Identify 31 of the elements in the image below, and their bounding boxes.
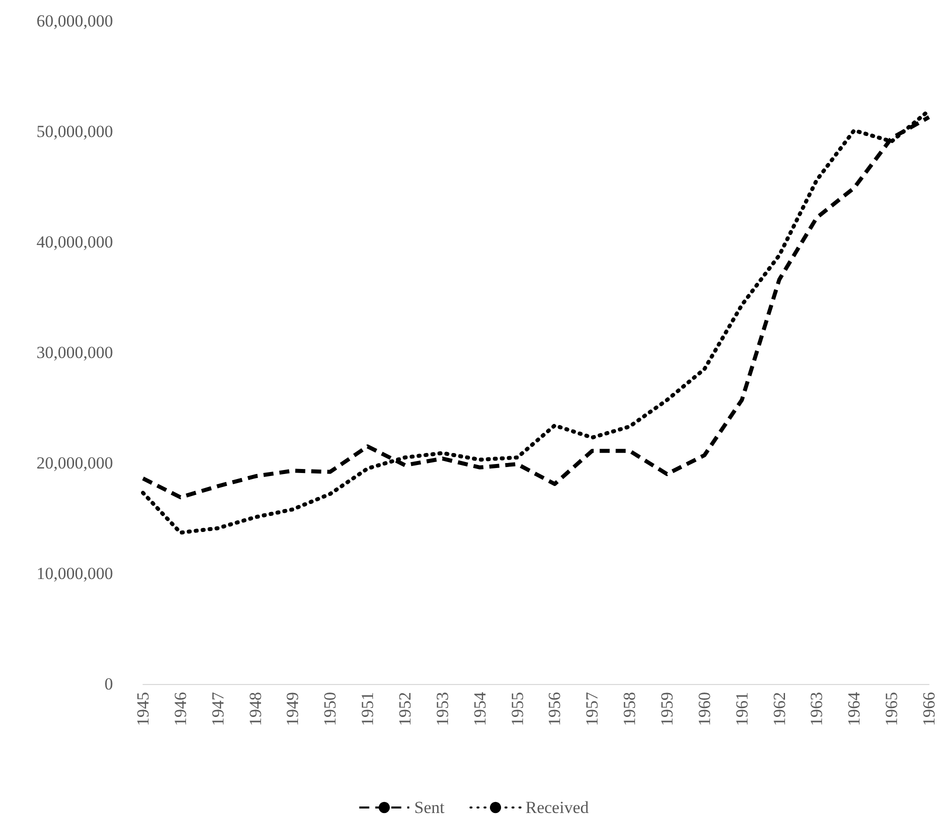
x-tick-label: 1945 [134,692,152,726]
x-tick-label: 1966 [920,692,938,726]
x-tick-label: 1964 [844,692,864,726]
x-tick-label: 1958 [620,692,640,726]
y-tick-label: 10,000,000 [36,564,113,583]
y-tick-label: 30,000,000 [36,343,113,362]
y-tick-label: 50,000,000 [36,122,113,141]
y-tick-label: 20,000,000 [36,454,113,472]
x-tick-label: 1957 [582,692,602,726]
y-tick-label: 0 [104,674,113,694]
legend-label: Sent [414,798,445,817]
y-tick-label: 60,000,000 [36,12,113,30]
y-tick-label: 40,000,000 [36,232,113,252]
x-tick-label: 1946 [170,692,190,726]
x-tick-label: 1961 [732,692,752,726]
x-tick-label: 1962 [770,692,789,726]
x-tick-label: 1949 [283,692,302,726]
legend-label: Received [525,798,590,817]
x-tick-label: 1960 [694,692,714,726]
x-tick-label: 1956 [545,692,564,726]
x-tick-label: 1952 [396,692,414,726]
x-tick-label: 1951 [358,692,378,726]
x-tick-label: 1950 [320,692,340,726]
x-tick-label: 1953 [432,692,452,726]
x-tick-label: 1965 [882,692,902,726]
x-tick-label: 1954 [470,692,490,726]
x-tick-label: 1947 [208,692,228,726]
x-tick-label: 1963 [807,692,826,726]
x-tick-label: 1959 [658,692,676,726]
x-tick-label: 1948 [246,692,265,726]
x-tick-label: 1955 [508,692,527,726]
